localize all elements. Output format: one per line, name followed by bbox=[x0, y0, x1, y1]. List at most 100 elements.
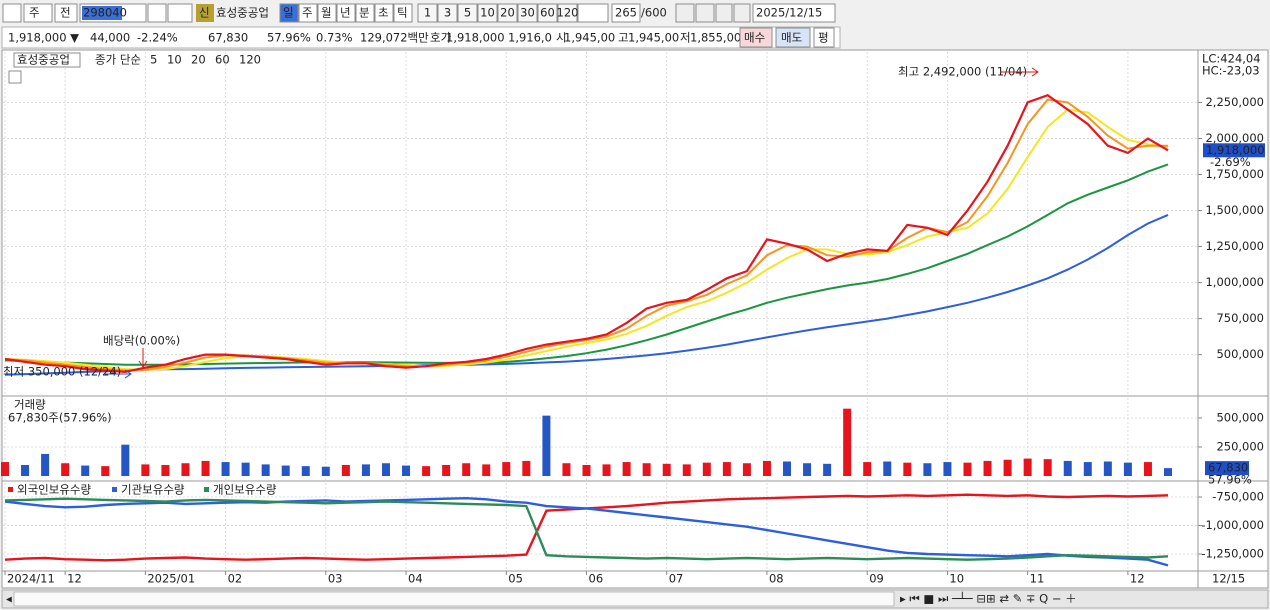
period-button[interactable] bbox=[336, 3, 356, 23]
quote-volume: 67,830 bbox=[208, 31, 248, 45]
last-ratio: 57.96% bbox=[1208, 473, 1252, 487]
legend-prefix: 종가 단순 bbox=[95, 53, 141, 67]
scroll-left[interactable]: ◂ bbox=[6, 592, 12, 606]
save-button[interactable] bbox=[715, 3, 733, 23]
interval-button[interactable] bbox=[537, 3, 558, 23]
interval-button[interactable] bbox=[497, 3, 518, 23]
volume-bar bbox=[341, 464, 350, 476]
x-end-label: 12/15 bbox=[1212, 572, 1245, 586]
quote-bar bbox=[1, 26, 841, 49]
volume-bar bbox=[883, 461, 892, 476]
interval-button[interactable] bbox=[437, 3, 458, 23]
period-button[interactable] bbox=[279, 3, 299, 23]
volume-bar bbox=[381, 463, 390, 476]
quote-high-label: 고 bbox=[618, 31, 629, 45]
period-label: 월 bbox=[321, 6, 332, 20]
badge-bg bbox=[196, 4, 214, 22]
interval-dropdown[interactable] bbox=[577, 3, 609, 23]
volume-bar bbox=[522, 460, 531, 476]
volume-bar bbox=[1143, 462, 1152, 476]
interval-button[interactable] bbox=[517, 3, 538, 23]
legend-swatch bbox=[8, 487, 13, 492]
period-label: 년 bbox=[340, 6, 351, 20]
period-label: 틱 bbox=[397, 6, 408, 20]
interval-button[interactable] bbox=[477, 3, 498, 23]
volume-bar bbox=[622, 462, 631, 476]
low-arrow bbox=[105, 369, 132, 379]
series-line bbox=[4, 496, 1169, 567]
volume-bar bbox=[702, 462, 711, 476]
interval-label: 30 bbox=[520, 6, 535, 20]
volume-bar bbox=[662, 463, 671, 476]
period-label: 주 bbox=[302, 6, 313, 20]
lc-label: LC:424,04 bbox=[1202, 52, 1261, 66]
period-label: 일 bbox=[283, 6, 294, 20]
scroll-thumb[interactable] bbox=[13, 591, 895, 607]
low-note: 최저 350,000 (12/24) bbox=[3, 365, 121, 379]
y-tick-label: 1,250,000 bbox=[1205, 239, 1264, 253]
volume-bar bbox=[562, 463, 571, 476]
volume-bar bbox=[41, 453, 50, 476]
avg-button[interactable] bbox=[813, 27, 835, 48]
buy-button[interactable] bbox=[739, 27, 773, 48]
sell-button[interactable] bbox=[775, 27, 811, 48]
legend-item: 5 bbox=[150, 53, 157, 67]
quote-low: 1,855,00 bbox=[690, 31, 741, 45]
volume-bar bbox=[221, 462, 230, 476]
stock-code: 298040 bbox=[83, 6, 127, 20]
volume-subtitle: 67,830주(57.96%) bbox=[8, 411, 112, 425]
x-tick-label: 07 bbox=[669, 572, 684, 586]
chart-icon bbox=[8, 70, 22, 84]
volume-bar bbox=[742, 463, 751, 476]
quote-bid2: 1,916,0 bbox=[508, 31, 552, 45]
x-tick-label: 12 bbox=[67, 572, 82, 586]
prev: 전 bbox=[60, 6, 71, 20]
volume-bar bbox=[1083, 462, 1092, 476]
volume-bar bbox=[201, 460, 210, 476]
quote-price: 1,918,000 ▼ bbox=[8, 31, 79, 45]
volume-bar bbox=[241, 462, 250, 476]
y-tick-label: -750,000 bbox=[1212, 490, 1264, 504]
period-button[interactable] bbox=[374, 3, 394, 23]
code-highlight bbox=[82, 6, 122, 20]
sound-button[interactable] bbox=[167, 3, 193, 23]
series-line bbox=[4, 108, 1169, 371]
settings-button[interactable] bbox=[733, 3, 751, 23]
count-input[interactable] bbox=[611, 3, 641, 23]
x-tick-label: 05 bbox=[508, 572, 523, 586]
y-tick-label: 1,000,000 bbox=[1205, 275, 1264, 289]
scroll-controls[interactable]: ▸ ⏮ ■ ⏭ ─┴─ ⊟⊞ ⇄ ✎ ∓ Q − ＋ bbox=[900, 592, 1077, 606]
volume-bar bbox=[722, 462, 731, 476]
volume-bar bbox=[1164, 468, 1172, 476]
date-input[interactable] bbox=[752, 3, 836, 23]
period-label: 초 bbox=[378, 6, 389, 20]
last-volume: 67,830 bbox=[1208, 461, 1248, 475]
volume-bar bbox=[281, 465, 290, 476]
search-button[interactable] bbox=[147, 3, 167, 23]
quote-bid-label: 호가 bbox=[430, 31, 452, 45]
tool-button[interactable] bbox=[695, 3, 715, 23]
menu-button[interactable] bbox=[2, 3, 22, 23]
market-select[interactable] bbox=[23, 3, 53, 23]
period-button[interactable] bbox=[355, 3, 375, 23]
volume-bar bbox=[542, 415, 551, 476]
tool-button[interactable] bbox=[675, 3, 695, 23]
interval-button[interactable] bbox=[457, 3, 478, 23]
volume-bar bbox=[803, 463, 812, 476]
period-button[interactable] bbox=[317, 3, 337, 23]
interval-label: 3 bbox=[444, 6, 451, 20]
sell: 매도 bbox=[781, 31, 802, 45]
prev-button[interactable] bbox=[54, 3, 78, 23]
last-price-box bbox=[1203, 143, 1265, 158]
period-button[interactable] bbox=[298, 3, 318, 23]
interval-button[interactable] bbox=[417, 3, 438, 23]
volume-bar bbox=[422, 466, 431, 476]
legend-item: 120 bbox=[239, 53, 261, 67]
period-button[interactable] bbox=[393, 3, 413, 23]
volume-bar bbox=[161, 464, 170, 476]
interval-button[interactable] bbox=[557, 3, 578, 23]
volume-bar bbox=[402, 465, 411, 476]
x-tick-label: 08 bbox=[769, 572, 784, 586]
stock-name: 효성중공업 bbox=[216, 6, 269, 20]
legend-swatch bbox=[204, 487, 209, 492]
